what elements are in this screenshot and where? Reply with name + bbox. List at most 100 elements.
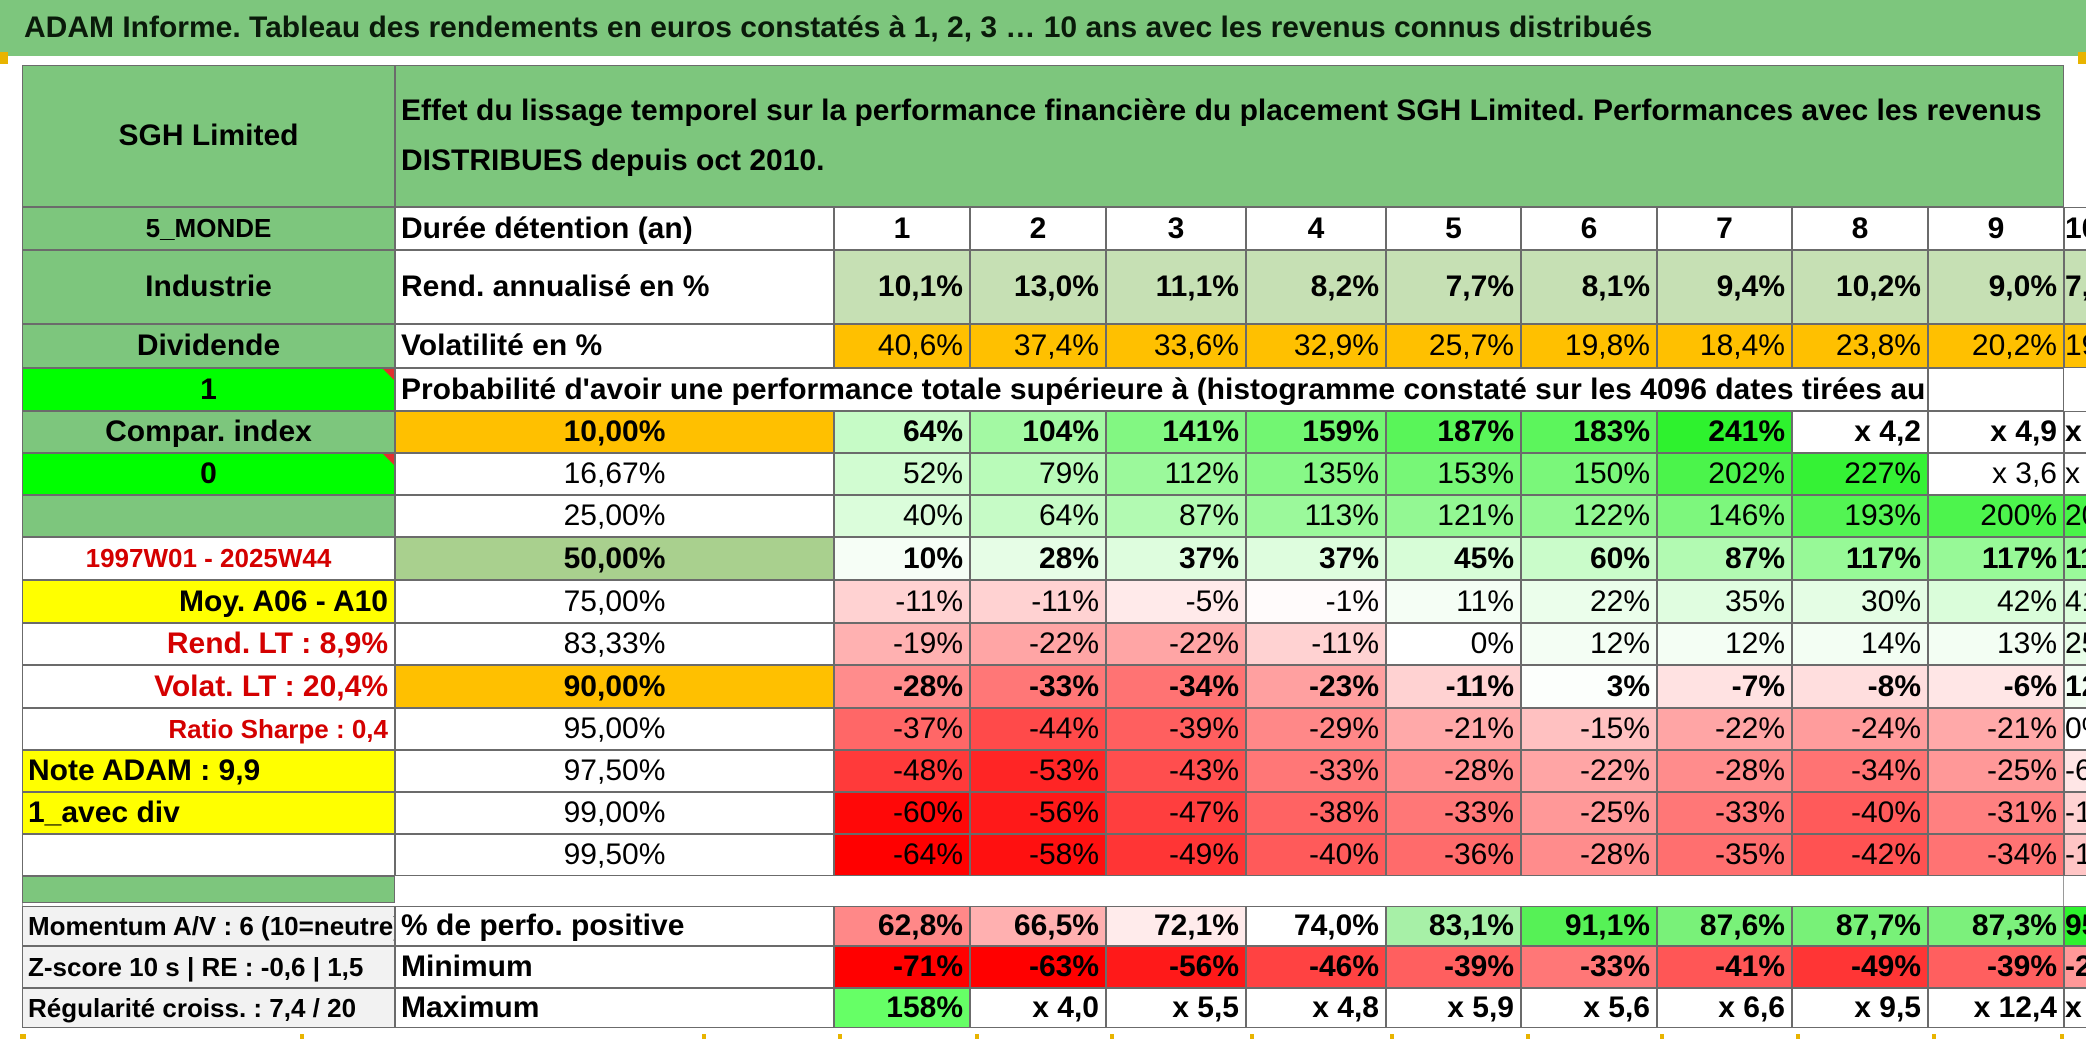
performance-value: -19%: [834, 623, 970, 665]
performance-value: 3%: [1521, 665, 1657, 708]
annual-return-value: 11,1%: [1106, 250, 1246, 324]
probability-threshold: 99,00%: [395, 792, 834, 834]
volatility-value: 40,6%: [834, 324, 970, 368]
performance-value: 135%: [1246, 453, 1386, 495]
probability-threshold: 75,00%: [395, 580, 834, 623]
annual-return-value: 13,0%: [970, 250, 1106, 324]
sheet-margin-marker: [1526, 1034, 1530, 1039]
performance-value: -11%: [2064, 792, 2086, 834]
maximum-value: x 5,6: [1521, 988, 1657, 1028]
performance-value: -8%: [1792, 665, 1928, 708]
performance-value: -48%: [834, 750, 970, 792]
performance-value: 37%: [1106, 537, 1246, 580]
regularity-label: Régularité croiss. : 7,4 / 20: [22, 988, 395, 1028]
maximum-value: x 6,6: [1657, 988, 1792, 1028]
performance-value: 193%: [1792, 495, 1928, 537]
performance-value: 117%: [1928, 537, 2064, 580]
performance-value: 187%: [1386, 411, 1521, 453]
volatility-value: 23,8%: [1792, 324, 1928, 368]
performance-value: -11%: [970, 580, 1106, 623]
performance-value: -5%: [1106, 580, 1246, 623]
sheet-margin-marker: [300, 1034, 304, 1039]
performance-value: -44%: [970, 708, 1106, 750]
performance-value: -22%: [1657, 708, 1792, 750]
probability-threshold: 16,67%: [395, 453, 834, 495]
annual-return-value: 10,1%: [834, 250, 970, 324]
sheet-margin-marker: [2078, 52, 2086, 64]
performance-value: 112%: [1106, 453, 1246, 495]
performance-value: 35%: [1657, 580, 1792, 623]
volatility-value: 33,6%: [1106, 324, 1246, 368]
year-header: 7: [1657, 207, 1792, 250]
positive-share-value: 91,1%: [1521, 906, 1657, 946]
performance-value: 159%: [1246, 411, 1386, 453]
performance-value: 11%: [1386, 580, 1521, 623]
flag-zero: 0: [22, 453, 395, 495]
performance-value: 52%: [834, 453, 970, 495]
performance-value: 37%: [1246, 537, 1386, 580]
performance-value: 114%: [2064, 537, 2086, 580]
performance-value: 0%: [2064, 708, 2086, 750]
performance-value: -6%: [1928, 665, 2064, 708]
minimum-value: -63%: [970, 946, 1106, 988]
sharpe-ratio: Ratio Sharpe : 0,4: [22, 708, 395, 750]
maximum-value: x 5,5: [1106, 988, 1246, 1028]
performance-value: 104%: [970, 411, 1106, 453]
sheet-margin-marker: [838, 1034, 842, 1039]
performance-value: -33%: [1386, 792, 1521, 834]
maximum-value: x 11,6: [2064, 988, 2086, 1028]
holding-period-label: Durée détention (an): [395, 207, 834, 250]
volatility-value: 19,9%: [2064, 324, 2086, 368]
sheet-margin-marker: [0, 52, 8, 64]
momentum-label: Momentum A/V : 6 (10=neutre): [22, 906, 395, 946]
performance-value: 64%: [970, 495, 1106, 537]
annual-return-value: 8,1%: [1521, 250, 1657, 324]
performance-value: x 4,8: [2064, 411, 2086, 453]
year-header: 6: [1521, 207, 1657, 250]
year-header: 4: [1246, 207, 1386, 250]
performance-value: -40%: [1246, 834, 1386, 876]
sheet-margin-marker: [2060, 1034, 2064, 1039]
flag-one: 1: [22, 368, 395, 411]
performance-value: x 3,6: [1928, 453, 2064, 495]
fund-name: SGH Limited: [22, 65, 395, 207]
annual-return-value: 8,2%: [1246, 250, 1386, 324]
performance-value: -21%: [1386, 708, 1521, 750]
performance-value: -15%: [1521, 708, 1657, 750]
probability-threshold: 99,50%: [395, 834, 834, 876]
annual-return-value: 7,9%: [2064, 250, 2086, 324]
performance-value: -29%: [1246, 708, 1386, 750]
zscore-label: Z-score 10 s | RE : -0,6 | 1,5: [22, 946, 395, 988]
performance-value: -37%: [834, 708, 970, 750]
positive-share-value: 87,6%: [1657, 906, 1792, 946]
probability-threshold: 95,00%: [395, 708, 834, 750]
positive-share-value: 83,1%: [1386, 906, 1521, 946]
zone-label: 5_MONDE: [22, 207, 395, 250]
empty-green-cell: [22, 495, 395, 537]
performance-value: 12%: [1657, 623, 1792, 665]
minimum-label: Minimum: [395, 946, 834, 988]
performance-value: 13%: [1928, 623, 2064, 665]
minimum-value: -39%: [1386, 946, 1521, 988]
performance-value: -34%: [1792, 750, 1928, 792]
performance-value: 227%: [1792, 453, 1928, 495]
performance-value: 12%: [2064, 665, 2086, 708]
positive-share-label: % de perfo. positive: [395, 906, 834, 946]
performance-value: 153%: [1386, 453, 1521, 495]
minimum-value: -46%: [1246, 946, 1386, 988]
performance-value: 42%: [1928, 580, 2064, 623]
performance-value: -6%: [2064, 750, 2086, 792]
empty-cell: [1928, 368, 2064, 411]
performance-value: 0%: [1386, 623, 1521, 665]
table-description: Effet du lissage temporel sur la perform…: [395, 65, 2064, 207]
performance-value: 79%: [970, 453, 1106, 495]
performance-value: 22%: [1521, 580, 1657, 623]
minimum-value: -39%: [1928, 946, 2064, 988]
volatility-value: 18,4%: [1657, 324, 1792, 368]
performance-value: -43%: [1106, 750, 1246, 792]
performance-value: -40%: [1792, 792, 1928, 834]
performance-value: -47%: [1106, 792, 1246, 834]
performance-value: -22%: [1106, 623, 1246, 665]
maximum-value: x 12,4: [1928, 988, 2064, 1028]
adam-score: Note ADAM : 9,9: [22, 750, 395, 792]
